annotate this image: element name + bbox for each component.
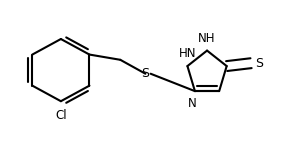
Text: HN: HN: [179, 47, 196, 60]
Text: S: S: [255, 57, 263, 70]
Text: S: S: [141, 67, 149, 80]
Text: NH: NH: [198, 32, 216, 45]
Text: Cl: Cl: [55, 109, 67, 122]
Text: N: N: [188, 97, 197, 110]
